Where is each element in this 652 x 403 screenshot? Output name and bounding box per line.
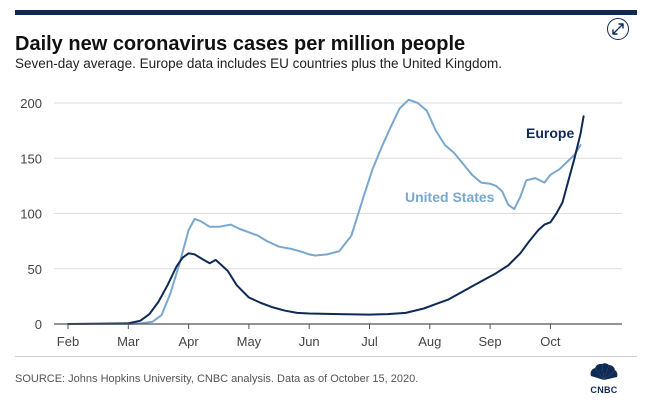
logo-wordmark: CNBC [590, 385, 618, 395]
top-accent-bar [15, 10, 637, 15]
line-chart: Europe United States 0 50 100 150 200 Feb Mar Ap… [20, 96, 622, 349]
series-layer: Europe United States [67, 98, 585, 325]
chart-title: Daily new coronavirus cases per million … [15, 33, 466, 55]
x-tick-label-feb: Feb [57, 334, 79, 349]
x-tick-label-may: May [237, 334, 262, 349]
y-tick-label: 0 [35, 317, 42, 332]
x-tick-label-jul: Jul [361, 334, 378, 349]
y-tick-label: 150 [20, 151, 42, 166]
expand-button[interactable] [607, 18, 629, 40]
x-tick-label-jun: Jun [299, 334, 320, 349]
x-tick-label-sep: Sep [479, 334, 502, 349]
footer-divider [15, 356, 637, 357]
series-label-europe: Europe [526, 125, 574, 141]
x-tick-label-apr: Apr [178, 334, 199, 349]
series-line-europe [67, 115, 585, 325]
y-tick-label: 200 [20, 96, 42, 111]
peacock-icon [590, 363, 618, 380]
source-note: SOURCE: Johns Hopkins University, CNBC a… [15, 373, 419, 385]
x-tick-label-mar: Mar [117, 334, 140, 349]
y-tick-label: 100 [20, 207, 42, 222]
x-tick-label-oct: Oct [540, 334, 561, 349]
series-line-united-states [67, 98, 582, 325]
y-tick-label: 50 [28, 262, 42, 277]
expand-arrows-icon [612, 23, 624, 35]
series-label-united-states: United States [405, 189, 495, 205]
x-tick-label-aug: Aug [418, 334, 441, 349]
grid-layer [54, 102, 622, 270]
axis-layer: 0 50 100 150 200 Feb Mar Apr May Jun Jul Aug Sep Oct [20, 96, 622, 349]
chart-subtitle: Seven-day average. Europe data includes … [15, 56, 503, 71]
